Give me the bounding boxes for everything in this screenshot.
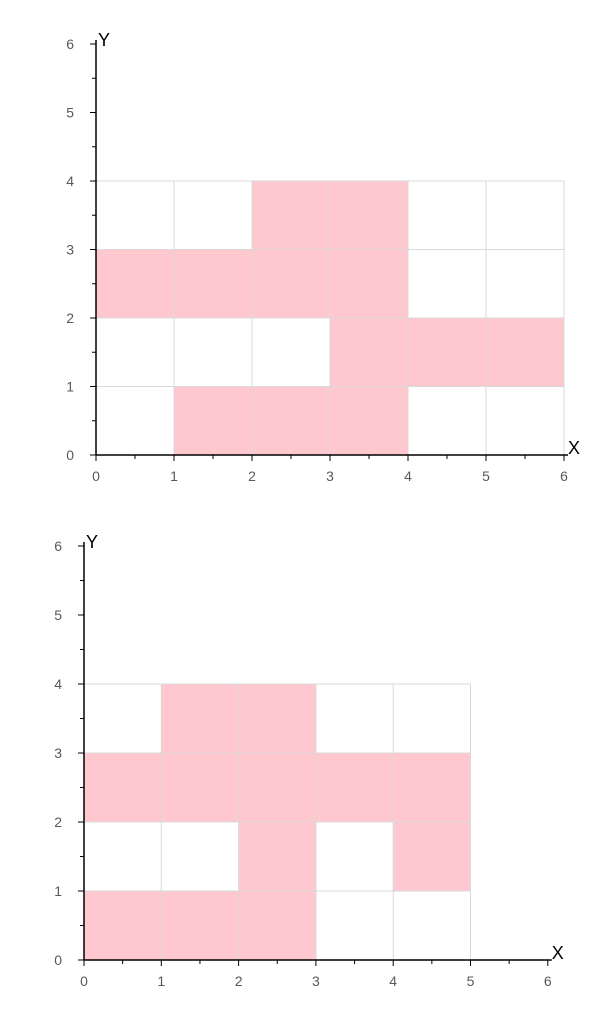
x-tick-label: 2 — [248, 468, 256, 484]
x-tick-label: 6 — [560, 468, 568, 484]
filled-cell — [238, 822, 317, 892]
filled-cell — [161, 753, 240, 823]
filled-cell — [393, 753, 471, 823]
filled-cell — [84, 891, 162, 961]
filled-cell — [161, 684, 240, 754]
x-tick-label: 0 — [80, 973, 88, 989]
y-tick-label: 4 — [66, 173, 74, 189]
filled-cell — [238, 891, 317, 961]
x-tick-label: 6 — [544, 973, 552, 989]
y-tick-label: 3 — [66, 242, 74, 258]
y-tick-label: 2 — [54, 814, 62, 830]
filled-cell — [174, 386, 253, 456]
x-tick-label: 4 — [404, 468, 412, 484]
y-tick-label: 2 — [66, 310, 74, 326]
x-tick-label: 5 — [482, 468, 490, 484]
filled-cell — [161, 891, 240, 961]
filled-cell — [330, 386, 409, 456]
y-tick-label: 4 — [54, 676, 62, 692]
filled-cell — [330, 181, 409, 250]
filled-cell — [252, 386, 331, 456]
filled-cell — [252, 181, 331, 250]
y-tick-label: 6 — [66, 36, 74, 52]
y-tick-label: 0 — [66, 447, 74, 463]
x-tick-label: 3 — [326, 468, 334, 484]
y-tick-label: 6 — [54, 538, 62, 554]
filled-cell — [330, 318, 409, 387]
y-tick-label: 1 — [54, 883, 62, 899]
filled-cell — [408, 318, 487, 387]
filled-cell — [252, 249, 331, 319]
x-tick-label: 1 — [157, 973, 165, 989]
x-tick-label: 2 — [235, 973, 243, 989]
y-tick-label: 1 — [66, 379, 74, 395]
x-tick-label: 1 — [170, 468, 178, 484]
x-axis-title: X — [552, 943, 564, 963]
x-tick-label: 3 — [312, 973, 320, 989]
filled-cell — [84, 753, 162, 823]
y-tick-label: 3 — [54, 745, 62, 761]
x-tick-label: 4 — [389, 973, 397, 989]
filled-cell — [393, 822, 471, 892]
filled-cell — [174, 249, 253, 319]
y-axis-title: Y — [98, 30, 110, 50]
filled-cell — [238, 684, 317, 754]
y-axis-title: Y — [86, 532, 98, 552]
filled-cell — [238, 753, 317, 823]
x-tick-label: 5 — [467, 973, 475, 989]
filled-cell — [486, 318, 565, 387]
x-axis-title: X — [568, 438, 580, 458]
filled-cell — [315, 753, 394, 823]
x-tick-label: 0 — [92, 468, 100, 484]
filled-cell — [330, 249, 409, 319]
y-tick-label: 5 — [54, 607, 62, 623]
filled-cell — [96, 249, 175, 319]
y-tick-label: 0 — [54, 952, 62, 968]
y-tick-label: 5 — [66, 105, 74, 121]
